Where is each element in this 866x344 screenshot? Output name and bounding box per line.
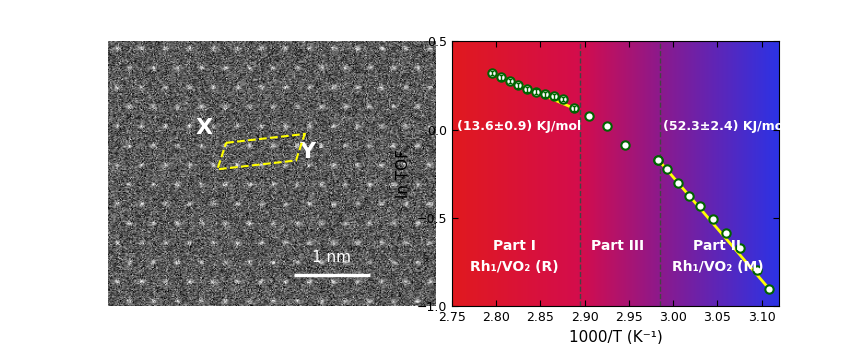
Text: Rh₁/VO₂ (M): Rh₁/VO₂ (M) [672,260,763,274]
Y-axis label: ln TOF: ln TOF [396,149,411,198]
X-axis label: 1000/T (K⁻¹): 1000/T (K⁻¹) [569,330,662,344]
Text: Part II: Part II [694,239,741,252]
Text: Part III: Part III [591,239,644,252]
Text: X: X [196,118,213,138]
Text: Part I: Part I [493,239,535,252]
Text: 1 nm: 1 nm [313,250,352,265]
Text: Rh₁/VO₂ (R): Rh₁/VO₂ (R) [469,260,559,274]
Text: (52.3±2.4) KJ/mol: (52.3±2.4) KJ/mol [662,120,787,132]
Text: Y: Y [300,142,315,162]
Text: (13.6±0.9) KJ/mol: (13.6±0.9) KJ/mol [457,120,581,132]
